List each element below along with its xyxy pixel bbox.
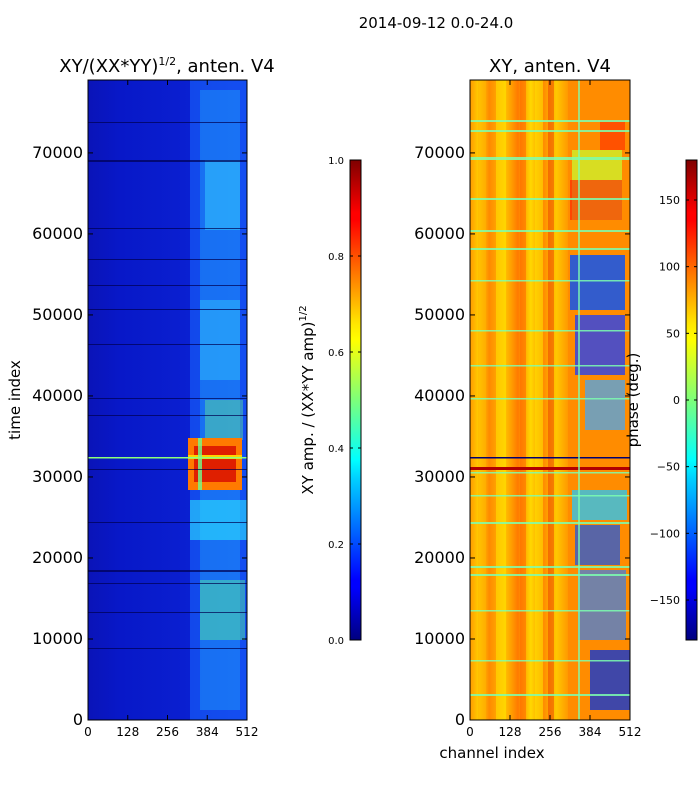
colorbar-tick-label: 1.0 xyxy=(328,156,344,167)
y-tick-label: 20000 xyxy=(32,548,83,567)
y-tick-label: 10000 xyxy=(414,629,465,648)
amplitude-ylabel: time index xyxy=(6,360,24,440)
colorbar-tick-label: 150 xyxy=(659,194,680,207)
amplitude-colorbar-ticks: 0.0 0.2 0.4 0.6 0.8 1.0 xyxy=(328,156,361,647)
colorbar-tick-label: −50 xyxy=(657,461,680,474)
colorbar-tick-label: 0.8 xyxy=(328,252,344,263)
x-tick-label: 128 xyxy=(116,725,139,739)
y-tick-label: 30000 xyxy=(32,467,83,486)
panel-amplitude-title: XY/(XX*YY)1/2, anten. V4 xyxy=(59,55,274,77)
y-tick-label: 60000 xyxy=(32,224,83,243)
y-tick-label: 40000 xyxy=(414,386,465,405)
phase-heatmap-image xyxy=(470,80,630,720)
y-tick-label: 0 xyxy=(455,710,465,729)
y-tick-label: 70000 xyxy=(32,143,83,162)
x-tick-label: 128 xyxy=(499,725,522,739)
y-tick-label: 50000 xyxy=(414,305,465,324)
y-tick-label: 30000 xyxy=(414,467,465,486)
amplitude-colorbar-label: XY amp. / (XX*YY amp)1/2 xyxy=(298,305,317,494)
panel-amplitude: XY/(XX*YY)1/2, anten. V4 xyxy=(6,55,362,739)
colorbar-tick-label: 0.0 xyxy=(328,636,344,647)
x-tick-label: 0 xyxy=(466,725,474,739)
phase-colorbar-ticks: 150 100 50 0 −50 −100 −150 xyxy=(650,194,697,607)
amplitude-y-axis: 0 10000 20000 30000 40000 50000 60000 70000 xyxy=(32,143,247,729)
amplitude-x-axis: 0 128 256 384 512 xyxy=(84,80,258,739)
colorbar-tick-label: −100 xyxy=(650,527,680,540)
x-tick-label: 384 xyxy=(196,725,219,739)
x-tick-label: 0 xyxy=(84,725,92,739)
colorbar-tick-label: 0.2 xyxy=(328,540,344,551)
phase-xlabel: channel index xyxy=(439,744,544,762)
y-tick-label: 60000 xyxy=(414,224,465,243)
y-tick-label: 20000 xyxy=(414,548,465,567)
y-tick-label: 10000 xyxy=(32,629,83,648)
colorbar-tick-label: −150 xyxy=(650,594,680,607)
colorbar-tick-label: 100 xyxy=(659,261,680,274)
y-tick-label: 40000 xyxy=(32,386,83,405)
amplitude-heatmap-image xyxy=(88,80,247,720)
y-tick-label: 0 xyxy=(73,710,83,729)
x-tick-label: 384 xyxy=(579,725,602,739)
colorbar-tick-label: 0 xyxy=(673,394,680,407)
panel-phase: XY, anten. V4 xyxy=(414,56,698,762)
panel-phase-title: XY, anten. V4 xyxy=(489,56,611,77)
x-tick-label: 256 xyxy=(539,725,562,739)
phase-colorbar-label: phase (deg.) xyxy=(624,353,642,448)
x-tick-label: 512 xyxy=(619,725,642,739)
y-tick-label: 70000 xyxy=(414,143,465,162)
colorbar-tick-label: 0.6 xyxy=(328,348,344,359)
colorbar-tick-label: 50 xyxy=(666,327,680,340)
y-tick-label: 50000 xyxy=(32,305,83,324)
phase-y-axis: 0 10000 20000 30000 40000 50000 60000 70000 xyxy=(414,143,630,729)
x-tick-label: 512 xyxy=(236,725,259,739)
x-tick-label: 256 xyxy=(156,725,179,739)
phase-x-axis: 0 128 256 384 512 xyxy=(466,80,641,739)
amplitude-colorbar xyxy=(349,159,362,641)
figure-title: 2014-09-12 0.0-24.0 xyxy=(359,14,514,32)
colorbar-tick-label: 0.4 xyxy=(328,444,344,455)
